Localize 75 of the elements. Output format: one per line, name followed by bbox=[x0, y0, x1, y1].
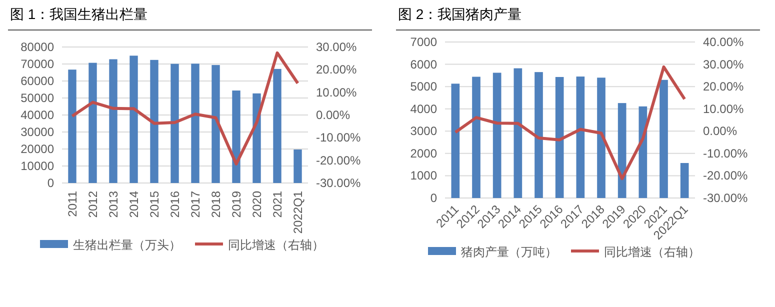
x-tick-label: 2022Q1 bbox=[290, 190, 305, 234]
y2-tick-label: -30.00% bbox=[316, 176, 362, 190]
y2-tick-label: 0.00% bbox=[703, 124, 738, 138]
y-tick-label: 4000 bbox=[410, 102, 438, 116]
x-tick-label: 2020 bbox=[250, 190, 264, 218]
y-tick-label: 5000 bbox=[410, 80, 438, 94]
bar bbox=[680, 163, 689, 198]
y-tick-label: 6000 bbox=[410, 57, 438, 72]
y-tick-label: 1000 bbox=[410, 168, 438, 183]
y-tick-label: 0 bbox=[47, 176, 54, 190]
bar bbox=[618, 103, 626, 198]
bar bbox=[109, 59, 118, 183]
y2-tick-label: 30.00% bbox=[703, 57, 744, 72]
y2-tick-label: 10.00% bbox=[316, 85, 358, 100]
y2-tick-label: 30.00% bbox=[316, 40, 358, 54]
y-tick-label: 10000 bbox=[20, 159, 54, 173]
y-tick-label: 0 bbox=[430, 191, 438, 205]
bar bbox=[492, 72, 502, 198]
y-tick-label: 80000 bbox=[20, 40, 54, 54]
bar bbox=[130, 56, 138, 183]
y-tick-label: 60000 bbox=[20, 74, 54, 88]
y2-tick-label: 0.00% bbox=[316, 108, 350, 122]
bar bbox=[88, 62, 97, 183]
x-tick-label: 2018 bbox=[208, 190, 223, 218]
bar bbox=[472, 76, 480, 198]
line-series bbox=[70, 51, 300, 166]
bar bbox=[273, 68, 282, 183]
bar bbox=[294, 150, 302, 183]
y-tick-label: 30000 bbox=[20, 125, 54, 139]
line-series bbox=[454, 65, 686, 180]
x-tick-label: 2017 bbox=[188, 190, 202, 218]
x-tick-label: 2013 bbox=[106, 190, 120, 218]
x-tick-label: 2014 bbox=[126, 190, 141, 218]
x-tick-label: 2016 bbox=[168, 190, 182, 218]
chart-title: 图 2：我国猪肉产量 bbox=[398, 6, 522, 22]
y2-tick-label: -30.00% bbox=[703, 191, 748, 205]
bar bbox=[212, 65, 220, 183]
y-tick-label: 40000 bbox=[20, 108, 54, 122]
y2-tick-label: 20.00% bbox=[703, 80, 744, 94]
bar bbox=[660, 80, 668, 198]
x-tick-label: 2019 bbox=[229, 190, 244, 218]
x-tick-label: 2015 bbox=[147, 190, 162, 218]
y-tick-label: 3000 bbox=[410, 124, 438, 138]
legend-label: 生猪出栏量（万头） bbox=[73, 238, 181, 252]
y2-tick-label: -20.00% bbox=[316, 153, 362, 168]
y2-tick-label: -10.00% bbox=[316, 130, 362, 145]
y-tick-label: 20000 bbox=[20, 142, 54, 156]
x-tick-label: 2012 bbox=[86, 190, 100, 218]
y-tick-label: 70000 bbox=[20, 57, 54, 71]
bar bbox=[191, 64, 200, 183]
bar bbox=[232, 90, 240, 183]
legend-label: 同比增速（右轴） bbox=[604, 245, 700, 259]
bar bbox=[150, 60, 158, 183]
bar bbox=[170, 64, 179, 183]
bar bbox=[576, 76, 585, 198]
bar bbox=[514, 68, 522, 198]
x-tick-label: 2011 bbox=[65, 190, 80, 217]
y-tick-label: 7000 bbox=[410, 35, 438, 49]
chart-title: 图 1：我国生猪出栏量 bbox=[10, 6, 148, 22]
y-tick-label: 2000 bbox=[410, 146, 438, 160]
bar bbox=[451, 84, 460, 198]
bar bbox=[555, 76, 564, 198]
legend-label: 同比增速（右轴） bbox=[228, 238, 324, 252]
y2-tick-label: 20.00% bbox=[316, 62, 358, 77]
x-tick-label: 2021 bbox=[270, 190, 284, 218]
y2-tick-label: -20.00% bbox=[703, 168, 748, 183]
bar bbox=[68, 70, 76, 183]
y2-tick-label: -10.00% bbox=[703, 146, 748, 160]
legend-label: 猪肉产量（万吨） bbox=[461, 245, 557, 259]
bar bbox=[534, 72, 543, 198]
y-tick-label: 50000 bbox=[20, 91, 54, 105]
bar bbox=[597, 78, 606, 198]
y2-tick-label: 40.00% bbox=[703, 35, 744, 49]
bar bbox=[252, 93, 261, 183]
y2-tick-label: 10.00% bbox=[703, 102, 744, 116]
